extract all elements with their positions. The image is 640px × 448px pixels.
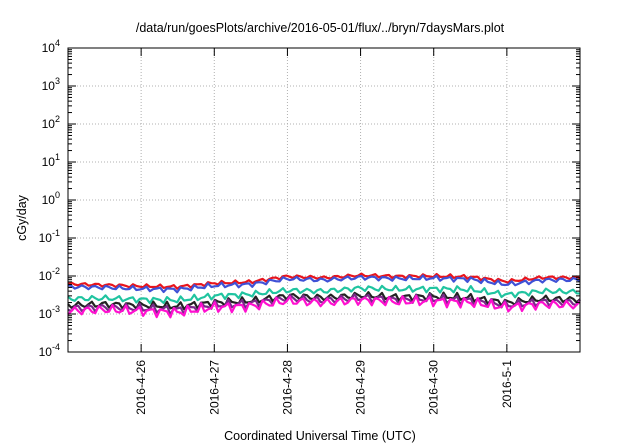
series-layer bbox=[67, 272, 581, 319]
x-tick-label: 2016-4-26 bbox=[134, 360, 148, 415]
x-axis-label: Coordinated Universal Time (UTC) bbox=[224, 429, 416, 443]
y-tick-label: 102 bbox=[42, 114, 60, 131]
series-line-1 bbox=[67, 272, 581, 290]
y-tick-label: 101 bbox=[42, 152, 60, 169]
series-line-2 bbox=[67, 274, 581, 294]
y-tick-label: 10-1 bbox=[39, 228, 60, 245]
series-line-4 bbox=[67, 291, 581, 311]
y-tick-label: 10-2 bbox=[39, 266, 60, 283]
chart-title: /data/run/goesPlots/archive/2016-05-01/f… bbox=[135, 21, 505, 35]
y-tick-label: 10-3 bbox=[39, 304, 60, 321]
series-line-3 bbox=[67, 284, 581, 305]
x-tick-label: 2016-5-1 bbox=[500, 360, 514, 408]
series-line-6 bbox=[67, 295, 581, 319]
y-tick-label: 104 bbox=[42, 38, 60, 55]
ticks: 10-4 10-3 10-2 10-1 100 101 102 103 104 2016-4-26… bbox=[39, 38, 580, 415]
x-tick-label: 2016-4-27 bbox=[207, 360, 221, 415]
y-tick-label: 10-4 bbox=[39, 342, 60, 359]
y-tick-label: 103 bbox=[42, 76, 60, 93]
x-tick-label: 2016-4-28 bbox=[280, 360, 294, 415]
x-tick-label: 2016-4-30 bbox=[427, 360, 441, 415]
x-tick-label: 2016-4-29 bbox=[354, 360, 368, 415]
y-tick-label: 100 bbox=[42, 190, 60, 207]
